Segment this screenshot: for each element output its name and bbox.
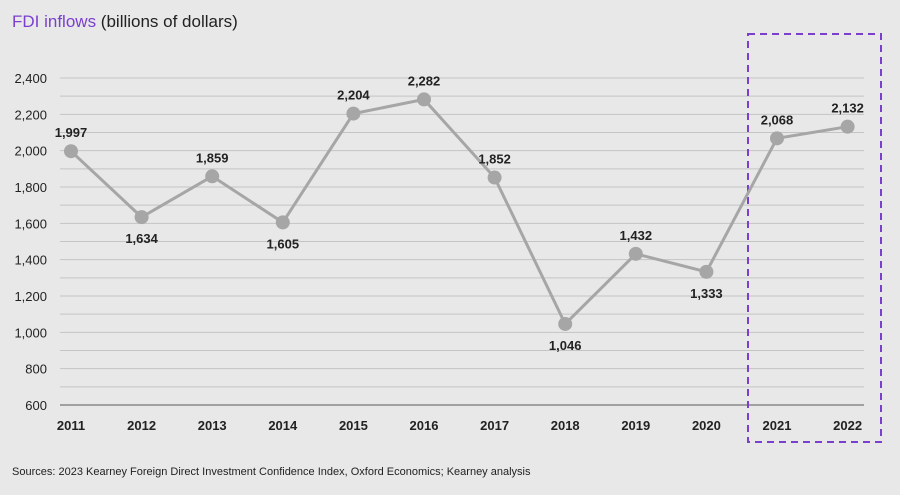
y-tick-label: 600 (25, 398, 47, 413)
x-tick-label: 2013 (198, 418, 227, 433)
data-point (134, 210, 149, 225)
y-tick-label: 1,800 (14, 180, 47, 195)
data-point (840, 119, 855, 134)
title-rest: (billions of dollars) (96, 12, 238, 31)
data-label: 1,333 (690, 286, 723, 301)
data-point (417, 92, 431, 107)
y-tick-label: 2,000 (14, 144, 47, 159)
data-label: 1,605 (267, 236, 300, 251)
data-point (558, 316, 573, 331)
y-tick-label: 2,400 (14, 71, 47, 86)
x-tick-label: 2014 (268, 418, 298, 433)
data-point (699, 264, 714, 279)
data-label: 1,046 (549, 338, 582, 353)
y-tick-label: 1,400 (14, 253, 47, 268)
highlight-box (747, 33, 882, 443)
y-tick-label: 800 (25, 362, 47, 377)
series-line (69, 97, 848, 327)
data-point (628, 246, 643, 261)
title-accent: FDI inflows (12, 12, 97, 31)
x-tick-label: 2021 (763, 418, 792, 433)
chart-title: FDI inflows (billions of dollars) (12, 12, 238, 32)
series-fdi (64, 92, 855, 331)
x-axis-ticks: 2011 2012 2013 2014 2015 2016 2017 2018 2019 2020… (57, 418, 862, 433)
x-tick-label: 2015 (339, 418, 368, 433)
x-tick-label: 2022 (833, 418, 862, 433)
gridlines (60, 77, 864, 406)
x-tick-label: 2018 (551, 418, 580, 433)
data-label: 1,852 (478, 152, 511, 167)
data-label: 1,997 (55, 125, 88, 140)
data-point (275, 215, 290, 230)
data-label: 2,282 (408, 73, 441, 88)
y-tick-label: 1,000 (14, 325, 47, 340)
data-labels: 1,997 1,634 1,859 1,605 2,204 2,282 1,852 1,046… (55, 73, 864, 353)
data-point (487, 170, 502, 185)
y-tick-label: 1,600 (14, 216, 47, 231)
x-tick-label: 2019 (621, 418, 650, 433)
y-tick-label: 2,200 (14, 107, 47, 122)
y-tick-label: 1,200 (14, 289, 47, 304)
x-tick-label: 2012 (127, 418, 156, 433)
highlight-box-group (747, 33, 882, 443)
data-point (770, 131, 784, 146)
x-tick-label: 2020 (692, 418, 721, 433)
data-point (346, 106, 361, 121)
data-label: 1,634 (125, 231, 158, 246)
data-label: 1,432 (620, 228, 653, 243)
data-point (64, 144, 78, 159)
data-label: 2,204 (337, 88, 370, 103)
x-tick-label: 2011 (57, 418, 85, 433)
x-tick-label: 2017 (480, 418, 509, 433)
data-label: 2,132 (831, 101, 864, 116)
data-label: 2,068 (761, 112, 794, 127)
x-tick-label: 2016 (410, 418, 439, 433)
source-note: Sources: 2023 Kearney Foreign Direct Inv… (12, 466, 531, 478)
data-point (205, 169, 220, 184)
data-label: 1,859 (196, 150, 229, 165)
y-axis-ticks: 600 800 1,000 1,200 1,400 1,600 1,800 2,000 2,20… (14, 71, 47, 413)
